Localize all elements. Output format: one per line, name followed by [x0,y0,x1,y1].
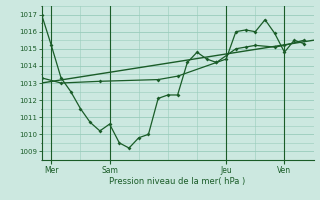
X-axis label: Pression niveau de la mer( hPa ): Pression niveau de la mer( hPa ) [109,177,246,186]
